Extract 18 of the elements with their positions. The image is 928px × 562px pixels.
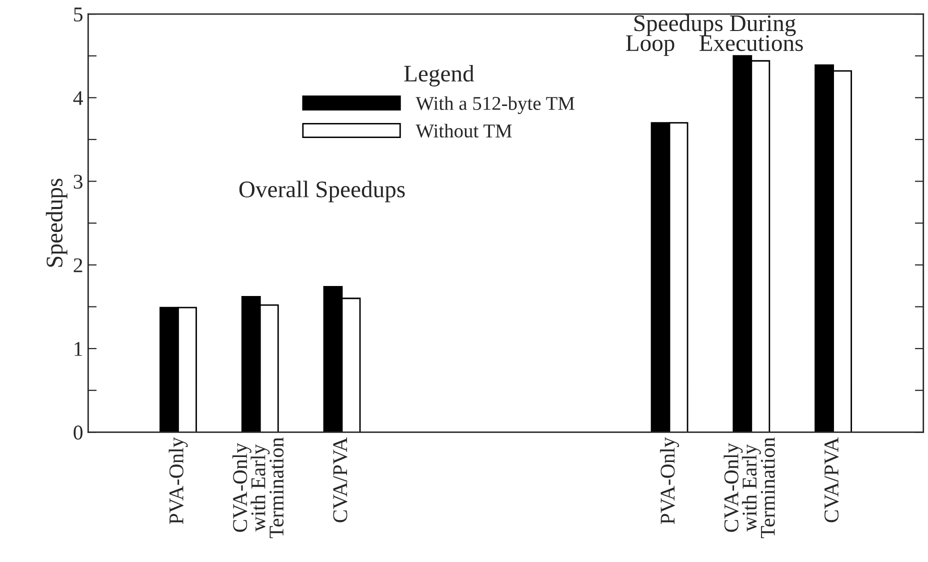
legend-label: With a 512-byte TM (416, 96, 574, 114)
annotation: Overall Speedups (239, 180, 405, 202)
y-tick-label: 5 (74, 8, 82, 22)
x-tick-label: CVA/PVA (333, 437, 348, 522)
x-tick-label: PVA-Only (168, 437, 188, 524)
x-tick-label: CVA-Only with Early Termination (724, 437, 775, 538)
y-tick-label: 4 (73, 91, 83, 105)
x-tick-label: PVA-Only (660, 437, 679, 524)
y-tick-label: 3 (74, 174, 82, 189)
x-tick-label: CVA/PVA (824, 437, 839, 522)
annotation: Speedups During Loop Executions (626, 14, 803, 56)
y-axis-title: Speedups (46, 178, 68, 267)
legend-label: Without TM (416, 124, 512, 138)
x-tick-label: CVA-Only with Early Termination (232, 437, 284, 538)
legend-title: Legend (404, 65, 474, 86)
y-tick-label: 0 (74, 426, 83, 440)
y-tick-label: 2 (74, 258, 82, 272)
y-tick-label: 1 (74, 342, 82, 356)
